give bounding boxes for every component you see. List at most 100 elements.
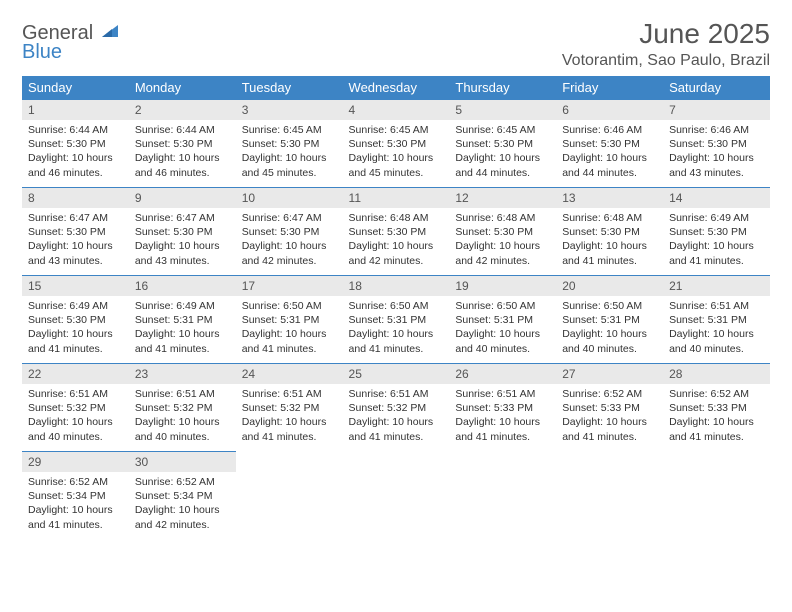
logo-word-2: Blue: [22, 41, 120, 64]
daylight-line: Daylight: 10 hours and 41 minutes.: [135, 327, 230, 355]
sunset-line: Sunset: 5:32 PM: [28, 401, 123, 415]
calendar-day-cell: 1Sunrise: 6:44 AMSunset: 5:30 PMDaylight…: [22, 99, 129, 187]
day-number: 25: [343, 363, 450, 384]
sunrise-line: Sunrise: 6:49 AM: [135, 299, 230, 313]
day-details: Sunrise: 6:52 AMSunset: 5:33 PMDaylight:…: [663, 384, 770, 450]
day-details: Sunrise: 6:52 AMSunset: 5:34 PMDaylight:…: [22, 472, 129, 538]
daylight-line: Daylight: 10 hours and 45 minutes.: [349, 151, 444, 179]
daylight-line: Daylight: 10 hours and 40 minutes.: [669, 327, 764, 355]
day-details: Sunrise: 6:51 AMSunset: 5:33 PMDaylight:…: [449, 384, 556, 450]
sunrise-line: Sunrise: 6:50 AM: [349, 299, 444, 313]
day-details: Sunrise: 6:50 AMSunset: 5:31 PMDaylight:…: [236, 296, 343, 362]
day-number: 16: [129, 275, 236, 296]
day-number: 17: [236, 275, 343, 296]
daylight-line: Daylight: 10 hours and 44 minutes.: [455, 151, 550, 179]
sunset-line: Sunset: 5:30 PM: [669, 225, 764, 239]
sunrise-line: Sunrise: 6:48 AM: [455, 211, 550, 225]
day-number: 7: [663, 99, 770, 120]
weekday-header: Monday: [129, 76, 236, 99]
day-details: Sunrise: 6:44 AMSunset: 5:30 PMDaylight:…: [129, 120, 236, 186]
calendar-day-cell: 9Sunrise: 6:47 AMSunset: 5:30 PMDaylight…: [129, 187, 236, 275]
sunset-line: Sunset: 5:30 PM: [562, 225, 657, 239]
sunrise-line: Sunrise: 6:44 AM: [28, 123, 123, 137]
sunset-line: Sunset: 5:30 PM: [135, 137, 230, 151]
day-details: Sunrise: 6:45 AMSunset: 5:30 PMDaylight:…: [449, 120, 556, 186]
day-details: Sunrise: 6:48 AMSunset: 5:30 PMDaylight:…: [556, 208, 663, 274]
day-details: Sunrise: 6:51 AMSunset: 5:32 PMDaylight:…: [343, 384, 450, 450]
calendar-day-cell: 25Sunrise: 6:51 AMSunset: 5:32 PMDayligh…: [343, 363, 450, 451]
calendar-day-cell: 5Sunrise: 6:45 AMSunset: 5:30 PMDaylight…: [449, 99, 556, 187]
day-details: Sunrise: 6:50 AMSunset: 5:31 PMDaylight:…: [343, 296, 450, 362]
calendar-day-cell: 30Sunrise: 6:52 AMSunset: 5:34 PMDayligh…: [129, 451, 236, 539]
daylight-line: Daylight: 10 hours and 41 minutes.: [242, 415, 337, 443]
sunset-line: Sunset: 5:33 PM: [455, 401, 550, 415]
calendar-day-cell: ..: [236, 451, 343, 539]
day-details: Sunrise: 6:52 AMSunset: 5:34 PMDaylight:…: [129, 472, 236, 538]
sunset-line: Sunset: 5:30 PM: [669, 137, 764, 151]
sunrise-line: Sunrise: 6:47 AM: [28, 211, 123, 225]
daylight-line: Daylight: 10 hours and 42 minutes.: [135, 503, 230, 531]
daylight-line: Daylight: 10 hours and 46 minutes.: [135, 151, 230, 179]
calendar-day-cell: 27Sunrise: 6:52 AMSunset: 5:33 PMDayligh…: [556, 363, 663, 451]
daylight-line: Daylight: 10 hours and 40 minutes.: [28, 415, 123, 443]
sunrise-line: Sunrise: 6:44 AM: [135, 123, 230, 137]
daylight-line: Daylight: 10 hours and 40 minutes.: [135, 415, 230, 443]
calendar-day-cell: ..: [556, 451, 663, 539]
sunset-line: Sunset: 5:30 PM: [242, 137, 337, 151]
sunset-line: Sunset: 5:30 PM: [455, 225, 550, 239]
sunrise-line: Sunrise: 6:45 AM: [349, 123, 444, 137]
sunset-line: Sunset: 5:31 PM: [455, 313, 550, 327]
logo: General Blue: [22, 22, 120, 64]
day-number: 22: [22, 363, 129, 384]
day-number: 2: [129, 99, 236, 120]
day-details: Sunrise: 6:48 AMSunset: 5:30 PMDaylight:…: [449, 208, 556, 274]
sunrise-line: Sunrise: 6:50 AM: [562, 299, 657, 313]
day-details: Sunrise: 6:45 AMSunset: 5:30 PMDaylight:…: [236, 120, 343, 186]
calendar-day-cell: 20Sunrise: 6:50 AMSunset: 5:31 PMDayligh…: [556, 275, 663, 363]
daylight-line: Daylight: 10 hours and 42 minutes.: [455, 239, 550, 267]
daylight-line: Daylight: 10 hours and 41 minutes.: [28, 327, 123, 355]
calendar-week-row: 8Sunrise: 6:47 AMSunset: 5:30 PMDaylight…: [22, 187, 770, 275]
sunrise-line: Sunrise: 6:46 AM: [562, 123, 657, 137]
calendar-day-cell: 2Sunrise: 6:44 AMSunset: 5:30 PMDaylight…: [129, 99, 236, 187]
sunrise-line: Sunrise: 6:51 AM: [28, 387, 123, 401]
calendar-week-row: 15Sunrise: 6:49 AMSunset: 5:30 PMDayligh…: [22, 275, 770, 363]
weekday-header: Tuesday: [236, 76, 343, 99]
calendar-day-cell: 29Sunrise: 6:52 AMSunset: 5:34 PMDayligh…: [22, 451, 129, 539]
sunset-line: Sunset: 5:31 PM: [242, 313, 337, 327]
day-details: Sunrise: 6:46 AMSunset: 5:30 PMDaylight:…: [663, 120, 770, 186]
calendar-week-row: 29Sunrise: 6:52 AMSunset: 5:34 PMDayligh…: [22, 451, 770, 539]
day-details: Sunrise: 6:51 AMSunset: 5:32 PMDaylight:…: [129, 384, 236, 450]
day-number: 21: [663, 275, 770, 296]
day-details: Sunrise: 6:46 AMSunset: 5:30 PMDaylight:…: [556, 120, 663, 186]
day-number: 19: [449, 275, 556, 296]
sunrise-line: Sunrise: 6:45 AM: [242, 123, 337, 137]
day-number: 1: [22, 99, 129, 120]
day-number: 29: [22, 451, 129, 472]
sunrise-line: Sunrise: 6:52 AM: [669, 387, 764, 401]
calendar-day-cell: 6Sunrise: 6:46 AMSunset: 5:30 PMDaylight…: [556, 99, 663, 187]
day-details: Sunrise: 6:49 AMSunset: 5:31 PMDaylight:…: [129, 296, 236, 362]
sunset-line: Sunset: 5:30 PM: [349, 225, 444, 239]
day-number: 24: [236, 363, 343, 384]
sunset-line: Sunset: 5:34 PM: [28, 489, 123, 503]
calendar-day-cell: 24Sunrise: 6:51 AMSunset: 5:32 PMDayligh…: [236, 363, 343, 451]
day-details: Sunrise: 6:47 AMSunset: 5:30 PMDaylight:…: [22, 208, 129, 274]
daylight-line: Daylight: 10 hours and 42 minutes.: [349, 239, 444, 267]
sunrise-line: Sunrise: 6:52 AM: [28, 475, 123, 489]
calendar-day-cell: 19Sunrise: 6:50 AMSunset: 5:31 PMDayligh…: [449, 275, 556, 363]
sunset-line: Sunset: 5:33 PM: [669, 401, 764, 415]
day-details: Sunrise: 6:52 AMSunset: 5:33 PMDaylight:…: [556, 384, 663, 450]
daylight-line: Daylight: 10 hours and 41 minutes.: [455, 415, 550, 443]
calendar-week-row: 22Sunrise: 6:51 AMSunset: 5:32 PMDayligh…: [22, 363, 770, 451]
day-number: 15: [22, 275, 129, 296]
calendar-day-cell: 15Sunrise: 6:49 AMSunset: 5:30 PMDayligh…: [22, 275, 129, 363]
calendar-day-cell: 14Sunrise: 6:49 AMSunset: 5:30 PMDayligh…: [663, 187, 770, 275]
sunrise-line: Sunrise: 6:49 AM: [28, 299, 123, 313]
day-number: 20: [556, 275, 663, 296]
daylight-line: Daylight: 10 hours and 41 minutes.: [349, 327, 444, 355]
day-number: 30: [129, 451, 236, 472]
calendar-day-cell: 12Sunrise: 6:48 AMSunset: 5:30 PMDayligh…: [449, 187, 556, 275]
sunrise-line: Sunrise: 6:48 AM: [562, 211, 657, 225]
calendar-day-cell: 10Sunrise: 6:47 AMSunset: 5:30 PMDayligh…: [236, 187, 343, 275]
